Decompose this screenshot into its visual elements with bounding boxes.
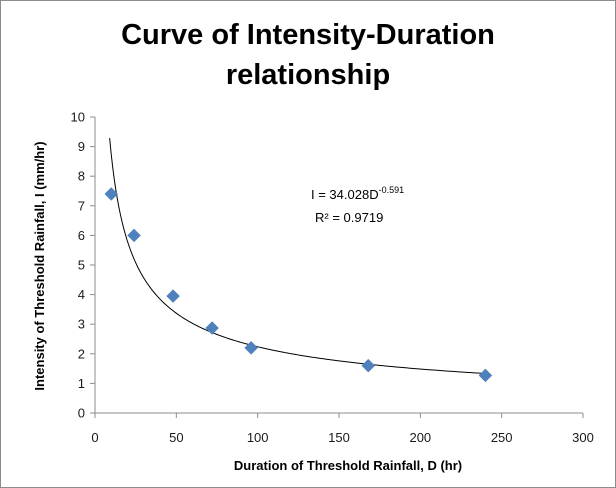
data-point: [478, 368, 493, 383]
data-point: [244, 341, 259, 355]
x-tick-label: 150: [328, 430, 350, 445]
equation-prefix: I = 34.028D: [311, 187, 379, 202]
data-point: [361, 358, 376, 373]
y-axis-title: Intensity of Threshold Rainfall, I (mm/h…: [32, 141, 47, 390]
y-tick-label: 3: [78, 317, 85, 332]
y-tick-label: 6: [78, 228, 85, 243]
r-squared-label: R² = 0.9719: [315, 210, 383, 225]
x-tick-label: 300: [572, 430, 594, 445]
y-tick-label: 10: [71, 110, 85, 125]
y-tick-label: 2: [78, 346, 85, 361]
data-point: [104, 187, 119, 201]
x-axis-title: Duration of Threshold Rainfall, D (hr): [234, 458, 462, 473]
x-tick-label: 100: [247, 430, 269, 445]
y-tick-label: 7: [78, 198, 85, 213]
equation-exponent: -0.591: [379, 185, 405, 195]
x-tick-label: 250: [491, 430, 513, 445]
y-tick-label: 1: [78, 376, 85, 391]
x-tick-label: 0: [91, 430, 98, 445]
chart-title: Curve of Intensity-Duration relationship: [1, 15, 615, 95]
y-tick-label: 9: [78, 139, 85, 154]
y-tick-label: 4: [78, 287, 85, 302]
trendline-equation: I = 34.028D-0.591 R² = 0.9719: [311, 185, 404, 225]
power-trendline: [109, 138, 486, 375]
data-point: [127, 228, 141, 243]
equation-label: I = 34.028D-0.591: [311, 185, 404, 202]
data-points: [104, 187, 493, 383]
chart-title-line-1: Curve of Intensity-Duration: [121, 19, 495, 51]
y-tick-label: 8: [78, 169, 85, 184]
x-tick-label: 200: [409, 430, 431, 445]
chart-title-line-2: relationship: [225, 59, 391, 91]
y-tick-label: 5: [78, 258, 85, 273]
data-point: [205, 321, 219, 335]
trendline-group: [109, 138, 486, 375]
data-point: [166, 289, 180, 303]
x-tick-label: 50: [169, 430, 183, 445]
y-tick-label: 0: [78, 406, 85, 421]
